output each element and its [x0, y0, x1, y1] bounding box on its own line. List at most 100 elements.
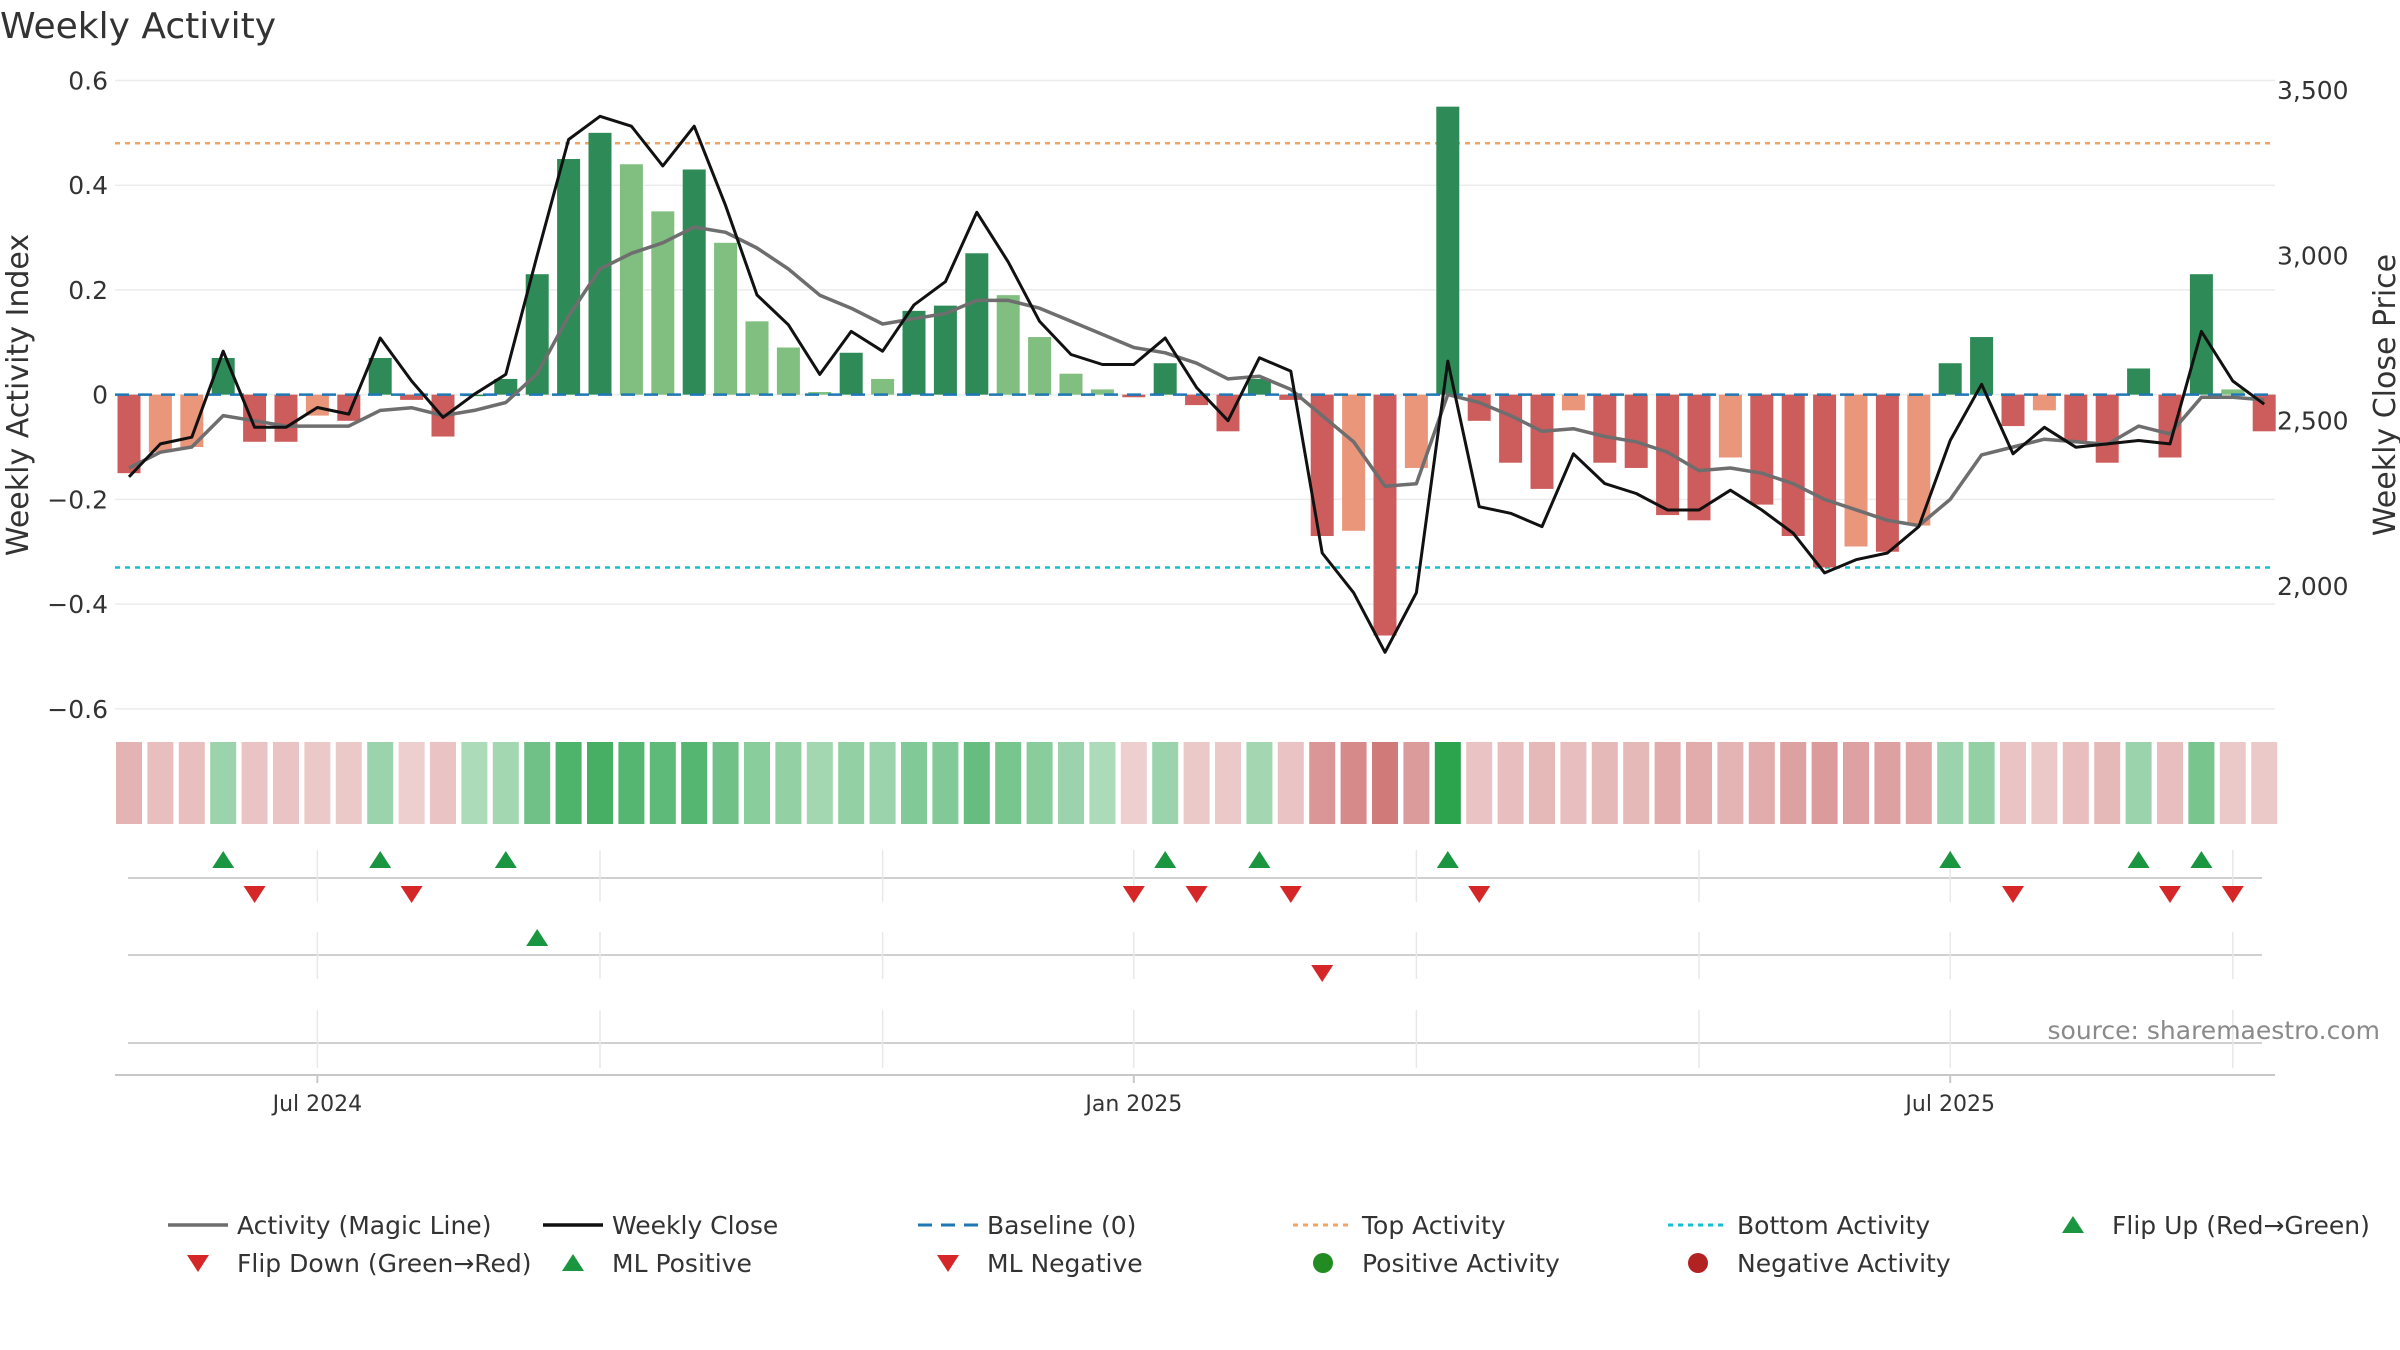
heat-cell: [2062, 742, 2089, 824]
heat-cell: [1968, 742, 1995, 824]
activity-bar: [274, 394, 298, 442]
legend-swatch-down-triangle: [937, 1255, 959, 1272]
heat-strip: [116, 742, 2278, 824]
heat-cell: [2219, 742, 2246, 824]
heat-cell: [681, 742, 708, 824]
heat-cell: [1246, 742, 1273, 824]
activity-bar: [1561, 394, 1585, 411]
heat-cell: [178, 742, 205, 824]
heat-cell: [995, 742, 1022, 824]
activity-bar: [1499, 394, 1523, 463]
heat-cell: [1686, 742, 1712, 824]
heat-cell: [430, 742, 456, 824]
flip-up-marker: [1154, 851, 1177, 868]
flip-up-marker: [1436, 851, 1459, 868]
activity-bar: [996, 295, 1020, 395]
activity-bar: [1687, 394, 1711, 521]
activity-bar: [148, 394, 172, 453]
activity-bar: [2221, 389, 2245, 395]
y-tick-label-left: −0.6: [47, 695, 108, 724]
source-note: source: sharemaestro.com: [2048, 1016, 2381, 1045]
legend-swatch-down-triangle: [187, 1255, 209, 1272]
activity-bar: [1844, 394, 1868, 547]
flip-down-marker: [1279, 886, 1302, 903]
y-tick-label-right: 2,000: [2277, 572, 2349, 601]
legend-swatch-up-triangle: [2062, 1216, 2084, 1233]
heat-cell: [869, 742, 896, 824]
weekly-close-line: [127, 114, 2266, 654]
activity-bar: [1247, 378, 1271, 395]
heat-cell: [2157, 742, 2183, 824]
heat-cell: [1748, 742, 1775, 824]
activity-bar: [1373, 394, 1397, 636]
flip-down-marker: [400, 886, 423, 903]
chart-lines: [115, 114, 2275, 654]
legend: Activity (Magic Line) Weekly Close Baselin…: [168, 1211, 2370, 1278]
y-axis-left: 0.6 0.4 0.2 0 −0.2 −0.4 −0.6: [47, 66, 108, 723]
activity-bar: [1153, 363, 1177, 395]
heat-cell: [1905, 742, 1932, 824]
x-tick-label: Jul 2024: [271, 1092, 363, 1117]
activity-bar: [180, 394, 204, 448]
ml-negative-marker: [1311, 965, 1334, 982]
activity-bar: [1656, 394, 1680, 516]
y-axis-label-left: Weekly Activity Index: [1, 234, 36, 556]
legend-label: Baseline (0): [987, 1211, 1136, 1240]
chart-title: Weekly Activity: [0, 6, 276, 47]
activity-bar: [651, 211, 675, 395]
heat-cell: [492, 742, 519, 824]
y-tick-label-left: −0.2: [47, 485, 108, 514]
y-tick-label-right: 2,500: [2277, 407, 2349, 436]
heat-cell: [210, 742, 237, 824]
heat-cell: [1780, 742, 1807, 824]
activity-bar: [337, 394, 361, 421]
flip-down-marker: [1468, 886, 1491, 903]
activity-bar: [965, 253, 989, 395]
heat-cell: [1120, 742, 1147, 824]
activity-bar: [839, 352, 863, 395]
heat-cell: [241, 742, 268, 824]
activity-bar: [2252, 394, 2276, 432]
activity-bar: [2127, 368, 2151, 395]
heat-cell: [1372, 742, 1398, 824]
activity-bar: [525, 274, 549, 395]
heat-cell: [335, 742, 362, 824]
activity-bar: [368, 357, 392, 395]
heat-cell: [1026, 742, 1053, 824]
heat-cell: [1497, 742, 1524, 824]
activity-bar: [1436, 106, 1460, 395]
activity-bar: [1530, 394, 1554, 489]
heat-cell: [2125, 742, 2152, 824]
activity-bar: [2064, 394, 2088, 442]
y-tick-label-left: 0.6: [68, 66, 108, 95]
heat-cell: [2000, 742, 2026, 824]
heat-cell: [1811, 742, 1838, 824]
heat-cell: [2094, 742, 2121, 824]
legend-label: Negative Activity: [1737, 1249, 1951, 1278]
heat-cell: [116, 742, 142, 824]
heat-cell: [1717, 742, 1744, 824]
activity-bar: [1216, 394, 1240, 432]
heat-cell: [461, 742, 488, 824]
heat-cell: [1937, 742, 1964, 824]
activity-bar: [1122, 394, 1146, 398]
y-axis-label-right: Weekly Close Price: [2368, 254, 2400, 536]
heat-cell: [2188, 742, 2215, 824]
x-tick-label: Jan 2025: [1083, 1092, 1182, 1117]
flip-up-marker: [2127, 851, 2150, 868]
heat-cell: [1215, 742, 1241, 824]
flip-down-marker: [2002, 886, 2024, 903]
signal-markers: [128, 850, 2262, 1068]
heat-cell: [524, 742, 551, 824]
y-axis-right: 3,500 3,000 2,500 2,000: [2277, 76, 2349, 601]
flip-down-marker: [1185, 886, 1208, 903]
flip-up-marker: [494, 851, 517, 868]
heat-cell: [1654, 742, 1681, 824]
flip-up-marker: [212, 851, 235, 868]
heat-cell: [1089, 742, 1116, 824]
activity-bar: [1938, 363, 1962, 395]
activity-bar: [1718, 394, 1742, 458]
heat-cell: [712, 742, 739, 824]
heat-cell: [1309, 742, 1336, 824]
